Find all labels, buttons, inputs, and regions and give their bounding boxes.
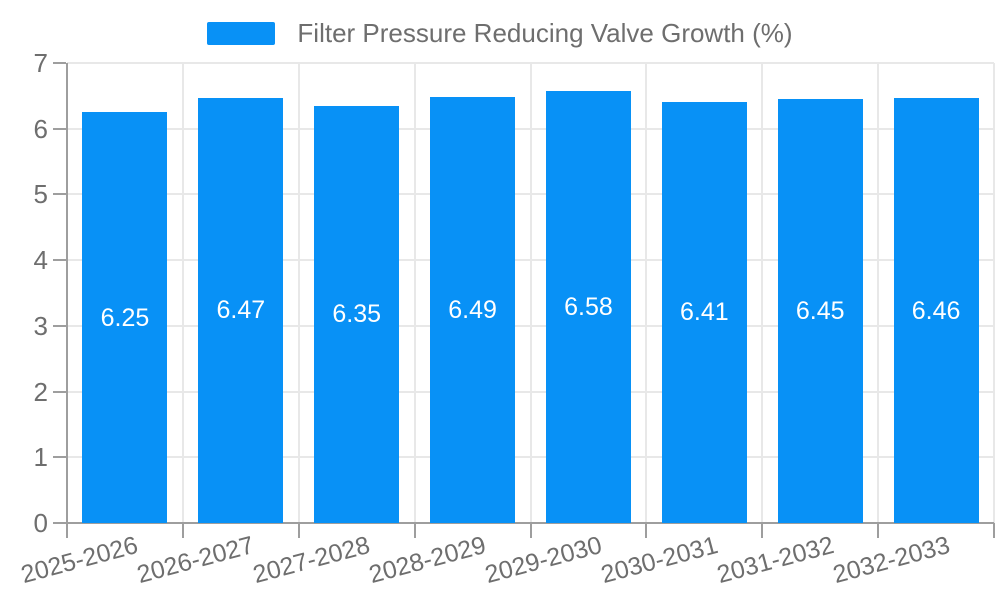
y-axis-tick-label: 6 xyxy=(33,113,48,144)
bar-value-label: 6.46 xyxy=(911,296,961,325)
x-axis-category-label: 2025-2026 xyxy=(18,531,142,589)
bar-value-label: 6.58 xyxy=(564,292,613,321)
gridline-vertical xyxy=(297,63,300,523)
bar-value-label: 6.45 xyxy=(795,297,845,326)
gridline-vertical xyxy=(877,63,880,523)
gridline-vertical xyxy=(181,63,184,523)
chart-legend[interactable]: Filter Pressure Reducing Valve Growth (%… xyxy=(0,19,1000,47)
y-axis-tick-label: 2 xyxy=(33,376,48,407)
gridline-vertical xyxy=(529,63,532,523)
x-axis-tick xyxy=(993,523,995,538)
y-axis-tick-label: 1 xyxy=(33,442,48,473)
bar[interactable] xyxy=(777,99,863,523)
x-axis-tick xyxy=(877,523,880,538)
x-axis-category-label: 2030-2031 xyxy=(597,531,721,589)
y-axis-tick-label: 7 xyxy=(33,48,48,78)
bar-value-label: 6.41 xyxy=(679,298,729,327)
y-axis-tick-label: 4 xyxy=(33,245,48,276)
bar-value-label: 6.35 xyxy=(332,300,382,329)
gridline-vertical xyxy=(761,63,764,523)
bar-value-label: 6.25 xyxy=(100,303,150,332)
y-axis-tick xyxy=(53,62,66,64)
bar[interactable] xyxy=(198,97,284,523)
bar[interactable] xyxy=(893,98,979,523)
bar[interactable] xyxy=(430,96,516,523)
bar[interactable] xyxy=(314,105,400,523)
y-axis-line xyxy=(66,63,68,538)
y-axis-tick xyxy=(53,193,66,196)
bar[interactable] xyxy=(545,90,631,523)
gridline-vertical xyxy=(413,63,416,523)
x-axis-category-label: 2028-2029 xyxy=(366,531,489,589)
x-axis-category-label: 2026-2027 xyxy=(134,531,258,589)
y-axis-tick xyxy=(53,456,66,459)
x-axis-tick xyxy=(181,523,184,538)
y-axis-tick-label: 5 xyxy=(33,179,48,210)
bar-value-label: 6.49 xyxy=(448,295,497,324)
x-axis-tick xyxy=(761,523,764,538)
x-axis-tick xyxy=(297,523,300,538)
gridline-vertical xyxy=(993,63,995,523)
x-axis-category-label: 2027-2028 xyxy=(250,531,373,589)
x-axis-category-label: 2032-2033 xyxy=(829,531,953,589)
x-axis-tick xyxy=(413,523,416,538)
x-axis-line xyxy=(53,522,994,524)
y-axis-tick xyxy=(53,127,66,130)
legend-label: Filter Pressure Reducing Valve Growth (%… xyxy=(297,18,793,48)
x-axis-category-label: 2029-2030 xyxy=(481,531,605,589)
bar[interactable] xyxy=(82,112,168,523)
bar[interactable] xyxy=(661,101,747,523)
y-axis-tick xyxy=(53,259,66,262)
x-axis-category-label: 2031-2032 xyxy=(713,531,837,589)
y-axis-tick xyxy=(53,390,66,393)
legend-swatch xyxy=(207,21,276,45)
bar-value-label: 6.47 xyxy=(216,296,266,325)
x-axis-tick xyxy=(645,523,648,538)
y-axis-tick xyxy=(53,324,66,327)
x-axis-tick xyxy=(529,523,532,538)
y-axis-tick-label: 3 xyxy=(33,310,48,341)
y-axis-tick-label: 0 xyxy=(33,508,48,538)
gridline-vertical xyxy=(645,63,648,523)
